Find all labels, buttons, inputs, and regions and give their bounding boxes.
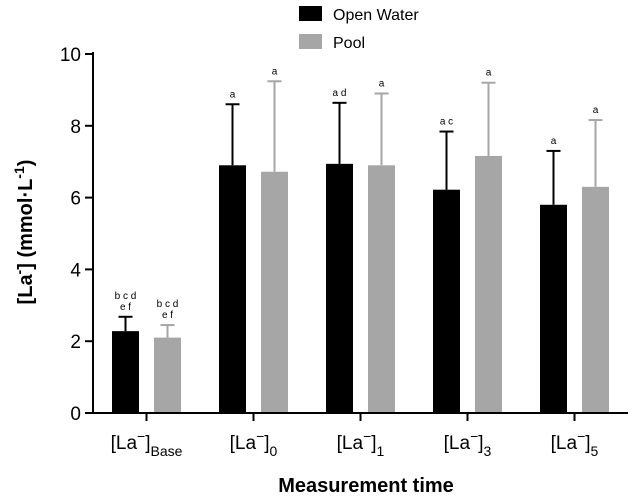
bar bbox=[154, 337, 181, 413]
significance-label: a bbox=[551, 136, 557, 147]
x-tick-label: [La−]0 bbox=[230, 428, 278, 459]
bar bbox=[433, 189, 460, 413]
legend-swatch bbox=[299, 34, 322, 49]
significance-label: a bbox=[379, 78, 385, 89]
bar bbox=[112, 331, 139, 413]
significance-label: e f bbox=[120, 302, 131, 313]
significance-label: a d bbox=[333, 88, 347, 99]
bar bbox=[582, 186, 609, 413]
bar bbox=[540, 204, 567, 413]
significance-label: a bbox=[230, 89, 236, 100]
x-tick-label: [La−]Base bbox=[111, 428, 183, 459]
x-tick-label: [La−]3 bbox=[444, 428, 492, 459]
bar bbox=[368, 165, 395, 413]
bar bbox=[261, 171, 288, 413]
x-tick-label: [La−]1 bbox=[337, 428, 385, 459]
bar bbox=[326, 163, 353, 413]
y-tick-label: 8 bbox=[70, 117, 81, 138]
bar bbox=[475, 155, 502, 413]
significance-label: a bbox=[486, 68, 492, 79]
significance-label: b c d bbox=[115, 291, 137, 302]
x-axis-title: Measurement time bbox=[278, 475, 454, 497]
significance-label: a bbox=[593, 105, 599, 116]
y-axis-title: [La-] (mmol·L-1) bbox=[11, 160, 37, 305]
legend-label: Pool bbox=[333, 35, 365, 52]
significance-label: e f bbox=[162, 310, 173, 321]
y-tick-label: 4 bbox=[70, 260, 81, 281]
axes: 0 2 4 6 8 10 [La−]Base [La−]0 [La−]1 [La−]3 [La−]5 bbox=[60, 45, 628, 459]
significance-label: a c bbox=[440, 117, 453, 128]
legend-swatch bbox=[299, 6, 322, 21]
bar bbox=[219, 165, 246, 413]
y-tick-label: 6 bbox=[70, 189, 81, 210]
significance-label: b c d bbox=[157, 299, 179, 310]
y-tick-label: 10 bbox=[60, 45, 81, 66]
y-tick-label: 2 bbox=[70, 332, 81, 353]
legend: Open Water Pool bbox=[299, 6, 419, 52]
x-tick-label: [La−]5 bbox=[551, 428, 599, 459]
legend-label: Open Water bbox=[333, 7, 419, 24]
significance-label: a bbox=[272, 66, 278, 77]
y-tick-label: 0 bbox=[70, 404, 81, 425]
